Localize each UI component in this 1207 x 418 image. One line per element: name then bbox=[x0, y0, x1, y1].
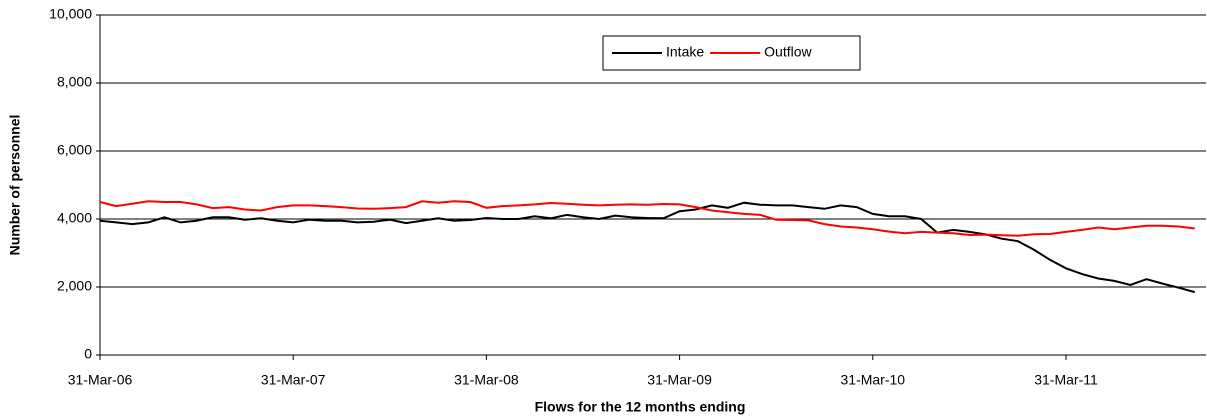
x-tick-label: 31-Mar-11 bbox=[1034, 372, 1098, 388]
y-axis-title: Number of personnel bbox=[7, 115, 23, 256]
x-tick-label: 31-Mar-08 bbox=[454, 372, 519, 388]
legend-label: Intake bbox=[666, 44, 704, 60]
series-line bbox=[99, 201, 1196, 294]
y-tick-label: 6,000 bbox=[57, 142, 92, 158]
y-tick-label: 2,000 bbox=[57, 278, 92, 294]
y-tick-label: 8,000 bbox=[57, 74, 92, 90]
y-tick-label: 10,000 bbox=[49, 6, 92, 22]
legend: Intake Outflow bbox=[602, 35, 861, 71]
legend-label: Outflow bbox=[764, 44, 812, 60]
x-tick-label: 31-Mar-07 bbox=[261, 372, 326, 388]
y-tick-label: 4,000 bbox=[57, 210, 92, 226]
x-tick-label: 31-Mar-09 bbox=[647, 372, 712, 388]
x-axis-title: Flows for the 12 months ending bbox=[535, 399, 746, 415]
x-tick-label: 31-Mar-06 bbox=[68, 372, 133, 388]
y-tick-label: 0 bbox=[84, 346, 92, 362]
x-tick-label: 31-Mar-10 bbox=[841, 372, 906, 388]
series-line bbox=[99, 200, 1195, 237]
